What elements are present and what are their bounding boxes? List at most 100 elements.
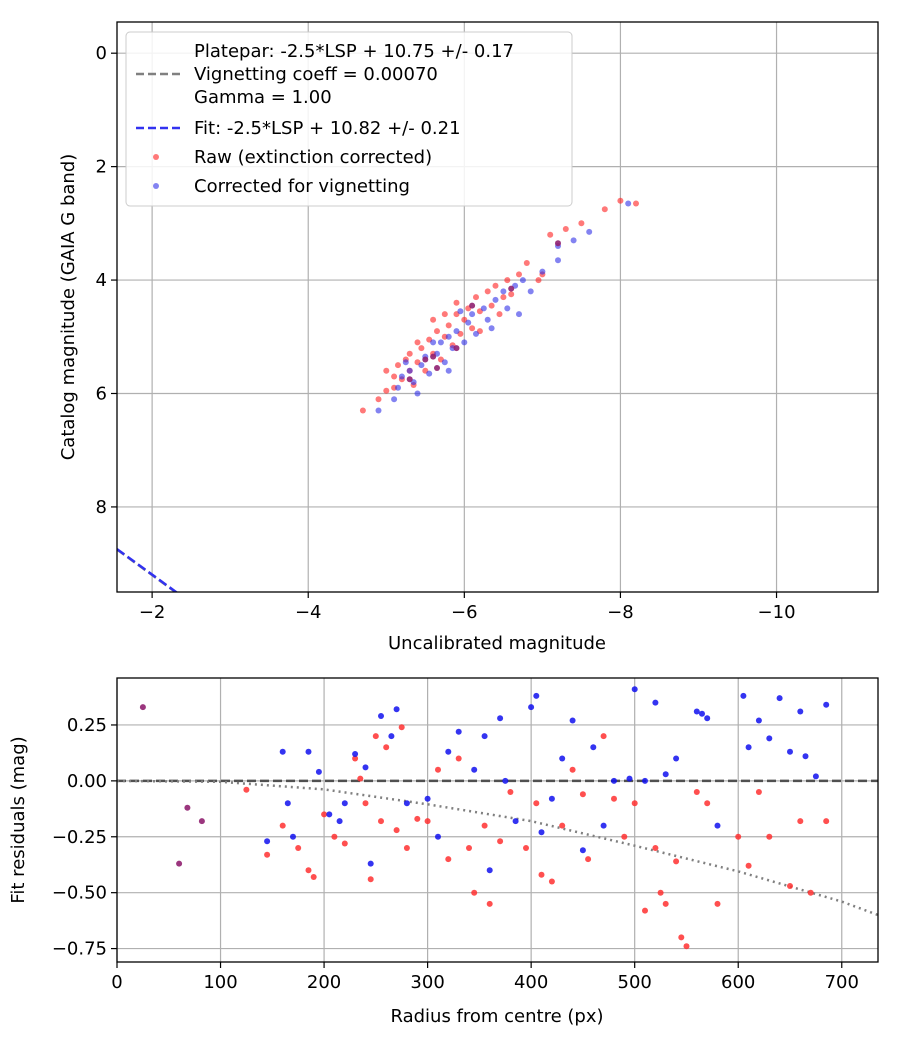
bottom-point-raw <box>807 889 814 896</box>
top-xlabel: Uncalibrated magnitude <box>388 633 606 654</box>
top-point-corrected <box>484 316 491 323</box>
bottom-point-raw <box>398 724 405 731</box>
top-ytick-label: 0 <box>96 43 107 64</box>
bottom-grid <box>116 678 878 962</box>
top-point-corrected <box>625 200 632 207</box>
bottom-point-corrected <box>797 708 804 715</box>
top-point-corrected <box>465 319 472 326</box>
bottom-xtick-label: 0 <box>111 972 122 993</box>
bottom-point-raw <box>497 838 504 845</box>
bottom-point-raw <box>455 755 462 762</box>
bottom-point-corrected <box>787 748 793 755</box>
bottom-point-corrected <box>528 704 535 711</box>
top-point-corrected <box>430 339 437 346</box>
bottom-point-raw <box>352 755 359 762</box>
top-ytick-label: 6 <box>96 383 107 404</box>
bottom-point-raw <box>652 845 659 851</box>
bottom-point-raw <box>466 845 472 851</box>
bottom-point-overlap <box>184 804 191 811</box>
top-point-raw <box>488 302 495 309</box>
top-point-overlap <box>434 365 440 371</box>
top-point-raw <box>441 311 448 318</box>
bottom-point-raw <box>823 818 830 825</box>
bottom-point-corrected <box>445 748 452 755</box>
bottom-xtick-label: 400 <box>514 972 548 993</box>
top-point-raw <box>508 291 515 298</box>
bottom-point-corrected <box>352 751 359 757</box>
bottom-point-raw <box>631 800 638 807</box>
bottom-ytick-label: 0.00 <box>67 771 107 792</box>
top-point-corrected <box>457 308 464 315</box>
bottom-point-raw <box>533 800 540 807</box>
bottom-point-corrected <box>823 701 830 708</box>
top-point-raw <box>492 282 499 289</box>
top-ylabel: Catalog magnitude (GAIA G band) <box>58 154 79 461</box>
top-ytick-label: 2 <box>96 157 107 178</box>
top-xtick-label: −10 <box>758 602 796 623</box>
top-point-corrected <box>570 237 577 244</box>
legend-vignetting-label: Vignetting coeff = 0.00070 <box>194 64 438 85</box>
bottom-point-raw <box>579 791 586 798</box>
bottom-point-corrected <box>714 822 721 829</box>
top-ytick-label: 4 <box>96 270 107 291</box>
bottom-point-raw <box>548 878 555 885</box>
bottom-point-raw <box>486 900 493 907</box>
top-scatter-points <box>359 197 639 414</box>
bottom-point-corrected <box>481 733 488 740</box>
bottom-point-raw <box>378 818 384 825</box>
bottom-point-raw <box>755 789 762 795</box>
bottom-point-overlap <box>176 860 183 867</box>
bottom-ytick-label: −0.50 <box>52 883 107 904</box>
bottom-xtick-label: 500 <box>618 972 652 993</box>
top-xtick-label: −2 <box>139 602 166 623</box>
top-point-overlap <box>430 353 437 360</box>
bottom-point-corrected <box>704 715 711 722</box>
top-point-raw <box>562 226 569 232</box>
bottom-point-raw <box>279 822 286 829</box>
top-point-corrected <box>539 268 546 275</box>
top-point-corrected <box>516 311 522 318</box>
bottom-xtick-label: 200 <box>307 972 341 993</box>
bottom-point-corrected <box>435 833 441 840</box>
top-point-raw <box>535 277 542 284</box>
bottom-point-corrected <box>740 692 747 699</box>
bottom-scatter-points <box>139 686 830 950</box>
bottom-point-raw <box>331 833 338 840</box>
bottom-axes-frame <box>116 677 879 963</box>
bottom-point-corrected <box>766 735 773 742</box>
top-point-corrected <box>441 359 448 366</box>
bottom-point-raw <box>704 800 711 807</box>
top-point-corrected <box>445 367 452 374</box>
top-point-raw <box>504 277 511 284</box>
bottom-point-raw <box>745 862 752 869</box>
bottom-point-corrected <box>611 777 617 784</box>
bottom-point-raw <box>507 789 514 795</box>
bottom-point-raw <box>735 833 742 840</box>
top-point-raw <box>633 200 639 207</box>
bottom-point-raw <box>611 795 617 802</box>
top-point-raw <box>496 311 503 318</box>
bottom-point-corrected <box>533 692 540 699</box>
top-point-overlap <box>508 285 515 292</box>
bottom-point-corrected <box>699 710 705 717</box>
top-point-raw <box>445 322 452 329</box>
legend: Platepar: -2.5*LSP + 10.75 +/- 0.17 Vign… <box>125 31 573 207</box>
bottom-point-corrected <box>424 795 431 802</box>
top-point-raw <box>453 299 460 306</box>
top-point-corrected <box>402 359 409 366</box>
top-point-corrected <box>488 325 495 332</box>
bottom-point-raw <box>569 766 576 773</box>
bottom-plot: 0 100 200 300 400 500 600 700 0.25 0.00 −0.25 −0.50… <box>8 677 879 1027</box>
bottom-point-corrected <box>378 713 384 719</box>
bottom-point-raw <box>662 900 669 907</box>
bottom-point-raw <box>243 786 250 793</box>
top-point-corrected <box>519 277 526 284</box>
top-point-corrected <box>461 339 468 346</box>
bottom-point-corrected <box>745 744 752 751</box>
bottom-point-raw <box>538 871 545 878</box>
bottom-point-raw <box>523 845 529 851</box>
bottom-point-corrected <box>362 764 369 771</box>
top-point-raw <box>395 362 401 369</box>
bottom-point-corrected <box>755 717 762 724</box>
top-point-overlap <box>555 240 561 247</box>
